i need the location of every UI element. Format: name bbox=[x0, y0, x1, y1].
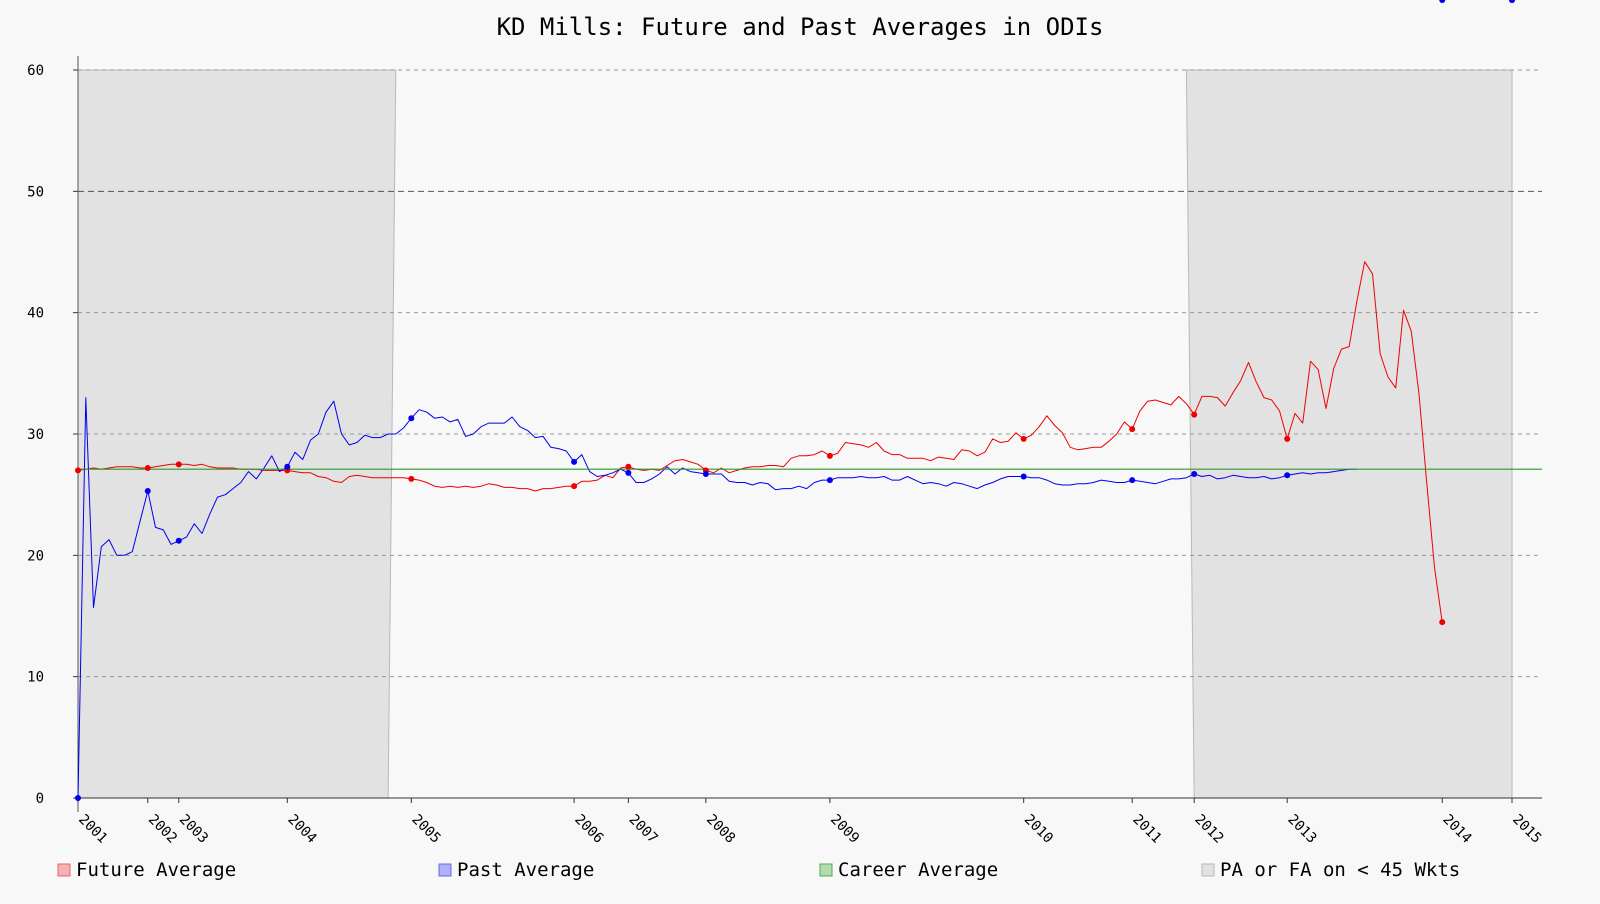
legend: Future Average Past Average Career Average… bbox=[57, 859, 1460, 881]
x-tick-label-2002: 2002 bbox=[145, 812, 180, 847]
past-average-point-185 bbox=[1509, 0, 1515, 3]
past-average-point-64 bbox=[571, 458, 578, 465]
future-average-line bbox=[77, 261, 1443, 623]
future-average-point-144 bbox=[1191, 411, 1198, 418]
x-tick-label-2015: 2015 bbox=[1509, 812, 1544, 847]
x-tick-label-2006: 2006 bbox=[571, 812, 606, 847]
x-tick-label-2010: 2010 bbox=[1021, 812, 1056, 847]
future-average-point-122 bbox=[1020, 435, 1027, 442]
legend-swatch-past-average bbox=[438, 863, 452, 877]
future-average-point-156 bbox=[1284, 435, 1291, 442]
past-average-point-122 bbox=[1020, 473, 1027, 480]
past-average-point-13 bbox=[175, 537, 182, 544]
chart-title: KD Mills: Future and Past Averages in OD… bbox=[497, 13, 1104, 41]
past-average-point-9 bbox=[144, 488, 151, 495]
x-tick-label-2008: 2008 bbox=[703, 812, 738, 847]
x-tick-label-2003: 2003 bbox=[176, 812, 211, 847]
past-average-line bbox=[77, 397, 1357, 799]
legend-label-career-average: Career Average bbox=[838, 859, 998, 881]
x-tick-label-2011: 2011 bbox=[1129, 812, 1164, 847]
x-tick-label-2004: 2004 bbox=[284, 812, 319, 847]
y-tick-label-60: 60 bbox=[27, 63, 44, 79]
legend-label-future-average: Future Average bbox=[76, 859, 236, 881]
y-tick-label-20: 20 bbox=[27, 548, 44, 564]
future-average-point-97 bbox=[826, 452, 833, 459]
past-average-point-27 bbox=[284, 463, 291, 470]
past-average-point-176 bbox=[1439, 0, 1446, 3]
legend-label-past-average: Past Average bbox=[457, 859, 594, 881]
future-average-point-176 bbox=[1439, 619, 1446, 626]
shaded-region-1 bbox=[77, 69, 397, 799]
future-average-point-64 bbox=[571, 483, 578, 490]
grid-lines bbox=[78, 69, 1542, 678]
past-average-point-97 bbox=[826, 477, 833, 484]
past-average-point-43 bbox=[408, 415, 415, 422]
x-tick-label-2014: 2014 bbox=[1439, 812, 1474, 847]
legend-label-pa-or-fa-on-45-wkts: PA or FA on < 45 Wkts bbox=[1220, 859, 1460, 881]
future-average-point-136 bbox=[1129, 426, 1136, 433]
x-tick-label-2001: 2001 bbox=[75, 812, 110, 847]
future-average-point-71 bbox=[625, 463, 632, 470]
legend-swatch-future-average bbox=[57, 863, 71, 877]
x-tick-label-2012: 2012 bbox=[1191, 812, 1226, 847]
past-average-point-0 bbox=[75, 795, 81, 801]
future-average-point-13 bbox=[175, 461, 182, 468]
x-tick-label-2005: 2005 bbox=[408, 812, 443, 847]
past-average-point-136 bbox=[1129, 477, 1136, 484]
past-average-point-71 bbox=[625, 469, 632, 476]
past-average-point-144 bbox=[1191, 471, 1198, 478]
x-tick-label-2007: 2007 bbox=[626, 812, 661, 847]
series-lines bbox=[77, 261, 1542, 799]
y-tick-label-0: 0 bbox=[36, 791, 44, 807]
x-tick-label-2009: 2009 bbox=[827, 812, 862, 847]
x-tick-label-2013: 2013 bbox=[1284, 812, 1319, 847]
future-average-point-43 bbox=[408, 475, 415, 482]
past-average-point-81 bbox=[702, 471, 709, 478]
past-average-point-156 bbox=[1284, 472, 1291, 479]
legend-swatch-career-average bbox=[819, 863, 833, 877]
future-average-point-9 bbox=[144, 464, 151, 471]
future-average-point-0 bbox=[75, 467, 81, 474]
y-tick-label-40: 40 bbox=[27, 306, 44, 322]
y-tick-label-50: 50 bbox=[27, 184, 44, 200]
y-tick-label-30: 30 bbox=[27, 427, 44, 443]
series-markers bbox=[75, 0, 1515, 801]
legend-swatch-pa-or-fa-on-45-wkts bbox=[1201, 863, 1215, 877]
y-tick-label-10: 10 bbox=[27, 670, 44, 686]
